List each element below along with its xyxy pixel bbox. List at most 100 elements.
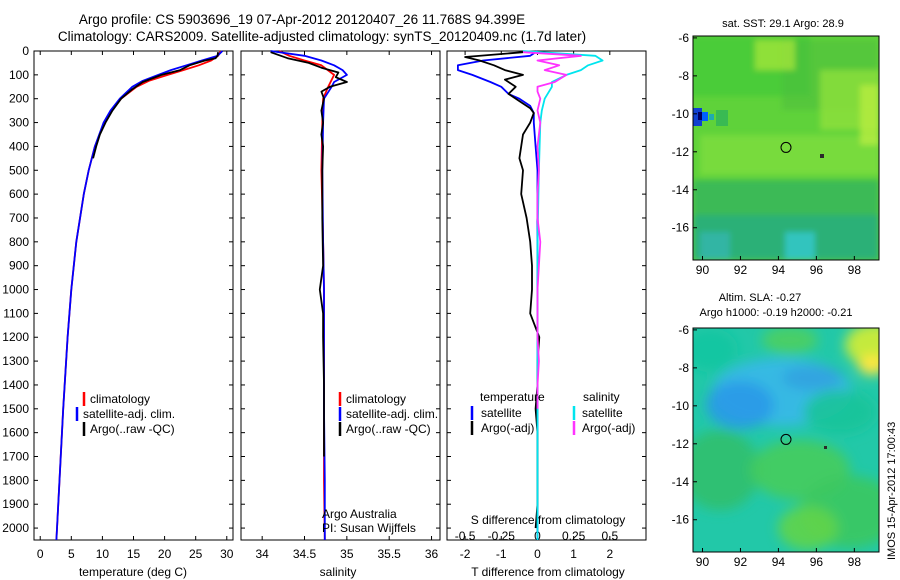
depth-tick-label: 1400 (2, 378, 29, 392)
depth-tick-label: 1900 (2, 497, 29, 511)
depth-tick-label: 400 (9, 139, 29, 153)
depth-tick-label: 800 (9, 235, 29, 249)
timestamp: IMOS 15-Apr-2012 17:00:43 (886, 422, 898, 560)
x-tick-label: 0 (534, 547, 541, 561)
map-x-tick-label: 98 (848, 263, 862, 277)
series-line-s-satellite (522, 50, 604, 540)
x-tick-label: 36 (425, 547, 439, 561)
difference-legend: temperature satellite Argo(-adj) salinit… (470, 390, 635, 435)
x-tick-label: 35 (340, 547, 354, 561)
x-tick-label: 30 (220, 547, 234, 561)
depth-tick-label: 1000 (2, 283, 29, 297)
sla-map-axes: 90 92 94 96 98 -6 -8 -10 -12 -14 -16 (672, 323, 862, 569)
series-line-s-argo-adj- (522, 51, 582, 409)
salinity-x-label: salinity (320, 565, 357, 579)
x-tick-label: 35.5 (378, 547, 402, 561)
legend-label-climatology: climatology (346, 392, 406, 406)
temperature-x-axis: 0 5 10 15 20 25 30 (37, 51, 234, 561)
s-diff-tick-label: -0.25 (488, 529, 516, 543)
series-line-argo-raw-qc- (270, 51, 348, 457)
depth-tick-label: 200 (9, 92, 29, 106)
x-tick-label: 34.5 (293, 547, 317, 561)
depth-tick-label: 0 (22, 44, 29, 58)
depth-tick-label: 300 (9, 116, 29, 130)
map-x-tick-label: 94 (772, 555, 786, 569)
map-y-tick-label: -14 (672, 475, 690, 489)
sst-float-position-marker (780, 141, 792, 153)
s-diff-tick-label: 0.5 (601, 529, 618, 543)
map-y-tick-label: -10 (672, 107, 690, 121)
temperature-plot-frame (33, 50, 234, 541)
difference-plot-frame (446, 50, 647, 541)
depth-tick-label: 1800 (2, 473, 29, 487)
series-line-t-argo-adj- (464, 51, 541, 529)
x-tick-label: -1 (496, 547, 507, 561)
x-tick-label: 25 (189, 547, 203, 561)
legend-label-climatology: climatology (90, 392, 150, 406)
depth-tick-label: 700 (9, 211, 29, 225)
salinity-plot-frame (240, 50, 441, 541)
salinity-legend: climatology satellite-adj. clim. Argo(..… (338, 392, 438, 436)
legend-label-s-satellite: satellite (582, 406, 623, 420)
map-x-tick-label: 96 (810, 263, 824, 277)
map-y-tick-label: -16 (672, 221, 690, 235)
depth-axis: 0 100 200 300 400 500 600 700 800 900 1000 1100 1200… (2, 44, 233, 535)
x-tick-label: 20 (158, 547, 172, 561)
depth-tick-label: 600 (9, 187, 29, 201)
legend-label-t-satellite: satellite (481, 406, 522, 420)
map-y-tick-label: -12 (672, 145, 690, 159)
depth-tick-label: 1700 (2, 450, 29, 464)
s-diff-tick-label: 0.25 (562, 529, 586, 543)
temperature-panel: 0100200300400500600700800900100011001200… (2, 44, 233, 579)
x-tick-label: 1 (570, 547, 577, 561)
x-tick-label: 5 (68, 547, 75, 561)
legend-label-argo: Argo(..raw -QC) (90, 422, 175, 436)
map-x-tick-label: 94 (772, 263, 786, 277)
depth-tick-label: 1600 (2, 426, 29, 440)
sst-map-panel: sat. SST: 29.1 Argo: 28.9 90 (672, 18, 880, 277)
sla-float-position-marker (780, 433, 792, 445)
difference-panel: -2 -1 0 1 2-0.5 -0.25 0 0.25 0.5 S difference fr… (446, 50, 647, 579)
map-y-tick-label: -6 (678, 323, 689, 337)
sst-secondary-marker (820, 154, 824, 158)
s-diff-tick-label: -0.5 (455, 529, 476, 543)
temperature-legend: climatology satellite-adj. clim. Argo(..… (75, 392, 175, 436)
depth-tick-label: 500 (9, 163, 29, 177)
figure-title-line1: Argo profile: CS 5903696_19 07-Apr-2012 … (79, 12, 525, 27)
depth-tick-label: 900 (9, 259, 29, 273)
sla-secondary-marker (824, 446, 827, 449)
map-y-tick-label: -10 (672, 399, 690, 413)
depth-tick-label: 100 (9, 68, 29, 82)
depth-tick-label: 1200 (2, 330, 29, 344)
salinity-panel: 34 34.5 35 35.5 36 salinity climatology sate… (240, 50, 441, 579)
map-y-tick-label: -14 (672, 183, 690, 197)
x-tick-label: -2 (460, 547, 471, 561)
difference-s-label: S difference from climatology (471, 513, 626, 527)
legend-title-salinity: salinity (583, 390, 620, 404)
temperature-x-label: temperature (deg C) (79, 565, 187, 579)
difference-t-label: T difference from climatology (471, 565, 625, 579)
figure-title-line2: Climatology: CARS2009. Satellite-adjuste… (58, 29, 586, 44)
map-y-tick-label: -12 (672, 437, 690, 451)
sst-map-axes: 90 92 94 96 98 -6 -8 -10 -12 -14 -16 (672, 31, 862, 277)
series-line-satellite-adj-clim- (55, 50, 224, 541)
temperature-series (55, 50, 224, 541)
sla-map-frame (692, 327, 880, 553)
map-y-tick-label: -6 (678, 31, 689, 45)
map-y-tick-label: -8 (678, 361, 689, 375)
salinity-series (270, 50, 348, 541)
difference-x-axis: -2 -1 0 1 2-0.5 -0.25 0 0.25 0.5 (447, 50, 646, 561)
map-x-tick-label: 92 (734, 263, 748, 277)
depth-tick-label: 2000 (2, 521, 29, 535)
map-y-tick-label: -16 (672, 513, 690, 527)
legend-label-satellite: satellite-adj. clim. (346, 407, 438, 421)
x-tick-label: 10 (96, 547, 110, 561)
series-line-argo-raw-qc- (92, 52, 219, 159)
legend-label-argo: Argo(..raw -QC) (346, 422, 431, 436)
sla-map-title: Altim. SLA: -0.27 (719, 292, 802, 304)
credit-line1: Argo Australia (322, 507, 397, 521)
x-tick-label: 34 (255, 547, 269, 561)
salinity-x-axis: 34 34.5 35 35.5 36 (241, 50, 440, 561)
x-tick-label: 2 (606, 547, 613, 561)
